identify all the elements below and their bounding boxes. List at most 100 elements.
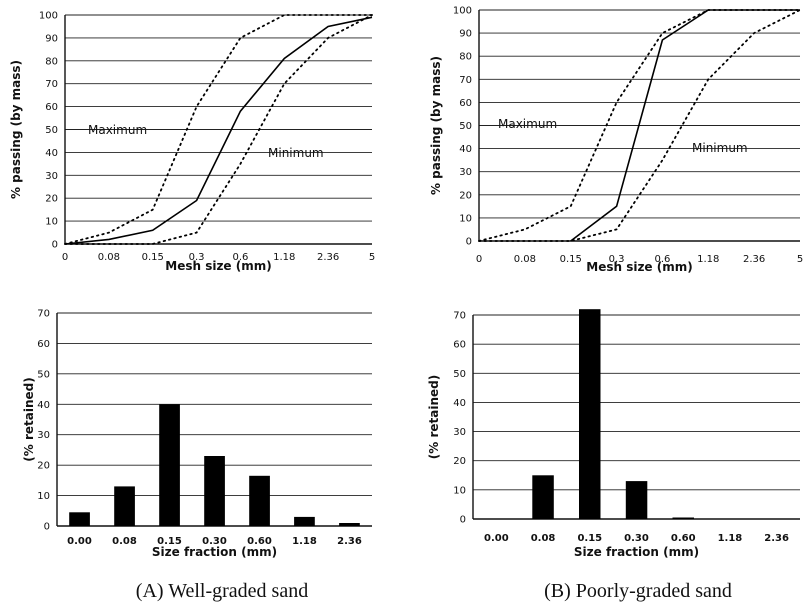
x-tick-label: 0.08 (98, 252, 120, 263)
x-tick-label: 2.36 (764, 533, 789, 544)
x-tick-label: 0.60 (671, 533, 696, 544)
series-line-maximum (64, 14, 373, 245)
bar-0.15 (579, 309, 601, 519)
x-tick-label: 0.30 (202, 536, 227, 547)
y-tick-label: 60 (453, 340, 466, 351)
chart-a-retained: 0 10 20 30 40 50 60 70 (% retained) Size fraction… (22, 309, 372, 559)
chart-b-retained: 0 10 20 30 40 50 60 70 (% retained) Size fraction… (427, 309, 800, 559)
x-tick-label: 0 (62, 252, 68, 263)
bar-0.60 (249, 475, 270, 526)
y-tick-label: 60 (459, 98, 472, 109)
x-tick-label: 0.00 (484, 533, 509, 544)
y-tick-label: 80 (459, 52, 472, 63)
y-tick-label: 80 (45, 56, 58, 67)
y-tick-label: 60 (37, 339, 50, 350)
y-tick-label: 100 (453, 6, 472, 17)
y-tick-label: 10 (37, 491, 50, 502)
y-tick-label: 0 (52, 240, 58, 251)
y-tick-label: 60 (45, 102, 58, 113)
x-tick-label: 0.15 (142, 252, 164, 263)
x-tick-label: 2.36 (743, 254, 765, 265)
x-tick-label: 2.36 (337, 536, 362, 547)
x-tick-label: 1.18 (718, 533, 743, 544)
x-tick-label: 0.15 (560, 254, 582, 265)
series-label-minimum: Minimum (268, 146, 324, 160)
x-tick-label: 0.15 (577, 533, 602, 544)
bar-0.15 (159, 404, 180, 526)
y-tick-label: 20 (453, 456, 466, 467)
series-line-sample (64, 16, 373, 245)
y-tick-label: 70 (45, 79, 58, 90)
bar-1.18 (294, 516, 315, 526)
y-axis-label: % passing (by mass) (9, 60, 23, 199)
y-tick-label: 40 (459, 144, 472, 155)
y-tick-label: 50 (37, 369, 50, 380)
x-tick-label: 0.6 (232, 252, 248, 263)
x-tick-label: 5 (369, 252, 375, 263)
bar-0.30 (204, 456, 225, 526)
y-tick-label: 20 (45, 194, 58, 205)
x-tick-label: 0.08 (514, 254, 536, 265)
y-tick-label: 10 (453, 485, 466, 496)
caption-b: (B) Poorly-graded sand (544, 580, 732, 602)
y-tick-label: 10 (45, 217, 58, 228)
y-tick-label: 10 (459, 213, 472, 224)
bar-0.08 (114, 486, 135, 526)
x-tick-label: 1.18 (273, 252, 295, 263)
y-tick-label: 20 (37, 461, 50, 472)
y-tick-label: 0 (460, 515, 466, 526)
x-tick-label: 1.18 (697, 254, 719, 265)
y-tick-label: 0 (44, 522, 50, 533)
series-line-minimum (64, 14, 373, 245)
series-label-minimum: Minimum (692, 141, 748, 155)
y-tick-label: 30 (459, 167, 472, 178)
y-tick-label: 40 (45, 148, 58, 159)
y-tick-label: 70 (459, 75, 472, 86)
x-tick-label: 0.08 (112, 536, 137, 547)
x-tick-label: 5 (797, 254, 803, 265)
x-axis-label: Size fraction (mm) (152, 545, 277, 559)
series-label-maximum: Maximum (88, 123, 147, 137)
bar-0.08 (532, 475, 554, 519)
x-tick-label: 0 (476, 254, 482, 265)
x-tick-label: 0.30 (624, 533, 649, 544)
x-axis-label: Size fraction (mm) (574, 545, 699, 559)
bar-0.60 (672, 517, 694, 519)
y-tick-label: 40 (453, 398, 466, 409)
y-tick-label: 0 (466, 237, 472, 248)
x-tick-label: 1.18 (292, 536, 317, 547)
y-tick-label: 50 (45, 125, 58, 136)
x-tick-label: 0.3 (189, 252, 205, 263)
y-tick-label: 70 (37, 309, 50, 320)
y-tick-label: 30 (37, 430, 50, 441)
bar-0.00 (69, 512, 90, 526)
caption-a: (A) Well-graded sand (136, 580, 308, 602)
bar-2.36 (339, 523, 360, 526)
y-tick-label: 40 (37, 400, 50, 411)
x-tick-label: 0.08 (531, 533, 556, 544)
y-tick-label: 50 (453, 369, 466, 380)
x-axis-label: Mesh size (mm) (586, 260, 692, 274)
y-tick-label: 30 (45, 171, 58, 182)
series-label-maximum: Maximum (498, 117, 557, 131)
y-tick-label: 100 (39, 11, 58, 22)
y-tick-label: 90 (459, 29, 472, 40)
y-axis-label: (% retained) (427, 375, 441, 459)
x-axis-label: Mesh size (mm) (165, 259, 271, 273)
x-tick-label: 0.60 (247, 536, 272, 547)
y-axis-label: (% retained) (22, 377, 36, 461)
x-tick-label: 2.36 (317, 252, 339, 263)
y-tick-label: 90 (45, 33, 58, 44)
y-axis-label: % passing (by mass) (429, 56, 443, 195)
y-tick-label: 30 (453, 427, 466, 438)
y-tick-label: 70 (453, 311, 466, 322)
y-tick-label: 20 (459, 190, 472, 201)
x-tick-label: 0.3 (609, 254, 625, 265)
y-tick-label: 50 (459, 121, 472, 132)
x-tick-label: 0.00 (67, 536, 92, 547)
bar-0.30 (625, 481, 648, 519)
series-line-minimum (478, 9, 801, 242)
